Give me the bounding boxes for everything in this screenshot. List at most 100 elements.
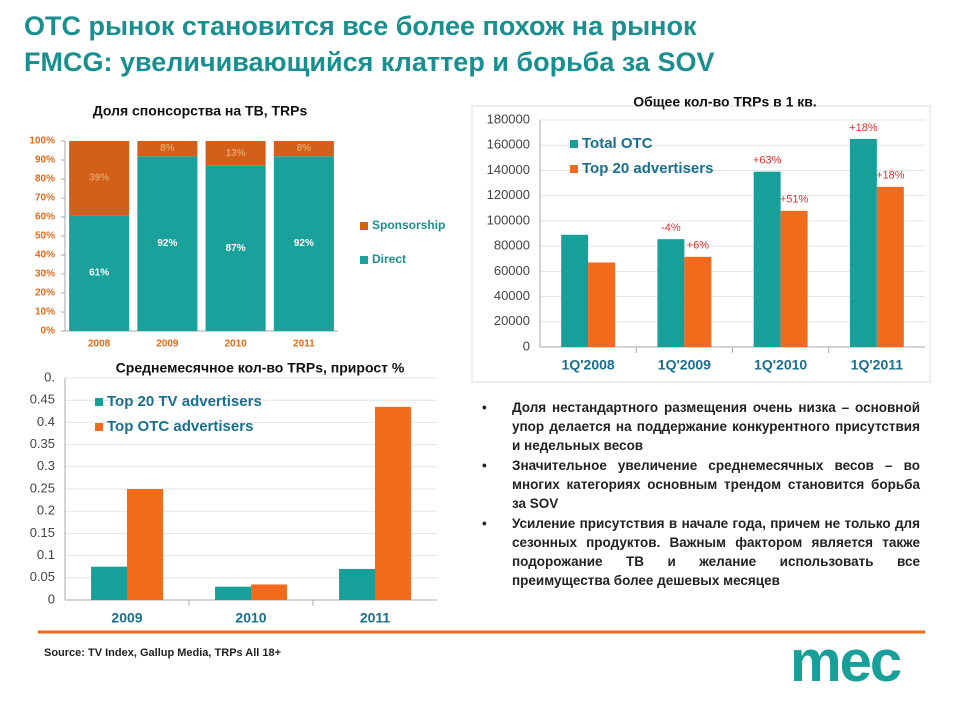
legend-swatch	[95, 398, 103, 406]
slide-title: ОТС рынок становится все более похож на …	[24, 8, 714, 80]
bar	[876, 186, 904, 347]
growth-label: +18%	[849, 122, 878, 134]
chart-title: Доля спонсорства на ТВ, TRPs	[93, 103, 308, 119]
legend-swatch	[570, 165, 578, 173]
bar-segment	[137, 141, 198, 157]
y-tick-label: 30%	[35, 269, 55, 280]
y-tick-label: 20%	[35, 288, 55, 299]
legend-label: Sponsorship	[372, 218, 445, 232]
growth-label: +51%	[780, 194, 809, 206]
y-tick-label: 0.35	[30, 436, 55, 451]
title-line: ОТС рынок становится все более похож на …	[24, 11, 697, 41]
bar	[753, 171, 781, 347]
y-tick-label: 10%	[35, 307, 55, 318]
y-tick-label: 60000	[494, 263, 530, 278]
growth-label: +63%	[753, 155, 782, 167]
data-label: 13%	[226, 148, 246, 159]
y-tick-label: 0.45	[30, 392, 55, 407]
y-tick-label: 0.15	[30, 525, 55, 540]
y-tick-label: 60%	[35, 212, 55, 223]
legend-swatch	[95, 423, 103, 431]
data-label: 8%	[297, 143, 312, 154]
y-tick-label: 120000	[487, 187, 530, 202]
x-tick-label: 1Q'2008	[562, 357, 615, 373]
source: Source: TV Index, Gallup Media, TRPs All…	[44, 647, 282, 659]
data-label: 61%	[89, 268, 109, 279]
bullet: Доля нестандартного размещения очень низ…	[480, 398, 920, 455]
y-tick-label: 180000	[487, 111, 530, 126]
x-tick-label: 1Q'2010	[754, 357, 807, 373]
bar	[127, 489, 163, 600]
chart-title: Общее кол-во TRPs в 1 кв.	[633, 94, 817, 110]
legend-label: Direct	[372, 252, 406, 266]
bar	[561, 234, 589, 347]
y-tick-label: 70%	[35, 193, 55, 204]
x-tick-label: 2011	[360, 610, 391, 626]
y-tick-label: 0.4	[37, 414, 55, 429]
y-tick-label: 0.05	[30, 569, 55, 584]
growth-label: -4%	[661, 222, 681, 234]
data-label: 39%	[89, 173, 109, 184]
y-tick-label: 0	[48, 591, 55, 606]
bar-segment	[205, 141, 266, 166]
y-tick-label: 0.	[44, 369, 55, 384]
data-label: 92%	[294, 238, 314, 249]
y-tick-label: 0	[523, 338, 530, 353]
bar	[849, 138, 877, 347]
bar	[339, 568, 375, 600]
y-tick-label: 100%	[29, 136, 55, 147]
bar	[684, 256, 712, 347]
y-tick-label: 0.3	[37, 458, 55, 473]
x-tick-label: 1Q'2009	[658, 357, 711, 373]
chart-title: Среднемесячное кол-во TRPs, прирост %	[116, 360, 405, 376]
bar-segment	[69, 215, 130, 331]
chart-frame	[471, 105, 931, 383]
y-tick-label: 80%	[35, 174, 55, 185]
y-tick-label: 0.2	[37, 503, 55, 518]
bullet-list: Доля нестандартного размещения очень низ…	[480, 398, 920, 591]
bar-segment	[273, 141, 334, 157]
bar	[251, 584, 287, 600]
legend-swatch	[360, 256, 368, 264]
x-tick-label: 2009	[111, 610, 142, 626]
data-label: 92%	[157, 238, 177, 249]
y-tick-label: 100000	[487, 212, 530, 227]
growth-label: +6%	[687, 240, 710, 252]
x-tick-label: 2010	[235, 610, 266, 626]
bar	[780, 210, 808, 347]
bullet: Усиление присутствия в начале года, прич…	[480, 514, 920, 590]
bar	[91, 566, 127, 600]
y-tick-label: 80000	[494, 238, 530, 253]
x-tick-label: 1Q'2011	[851, 357, 904, 373]
y-tick-label: 0%	[41, 326, 56, 337]
legend-label: Top OTC advertisers	[107, 418, 253, 435]
y-tick-label: 0.1	[37, 547, 55, 562]
x-tick-label: 2010	[225, 339, 248, 350]
y-tick-label: 50%	[35, 231, 55, 242]
x-tick-label: 2009	[156, 339, 179, 350]
y-tick-label: 160000	[487, 137, 530, 152]
bar-segment	[69, 141, 130, 216]
bar	[588, 262, 616, 347]
title-line: FMCG: увеличивающийся клаттер и борьба з…	[24, 47, 715, 77]
bar-segment	[137, 156, 198, 331]
y-tick-label: 40000	[494, 288, 530, 303]
bar	[215, 586, 251, 600]
bullet: Значительное увеличение среднемесячных в…	[480, 456, 920, 513]
legend-label: Top 20 advertisers	[582, 160, 713, 177]
logo: mec	[790, 629, 902, 694]
bar	[375, 406, 411, 600]
x-tick-label: 2011	[293, 339, 315, 350]
legend-label: Total OTC	[582, 135, 653, 152]
legend-label: Top 20 TV advertisers	[107, 393, 262, 410]
growth-label: +18%	[876, 170, 905, 182]
bar	[657, 239, 685, 347]
y-tick-label: 40%	[35, 250, 55, 261]
y-tick-label: 140000	[487, 162, 530, 177]
data-label: 87%	[226, 243, 246, 254]
y-tick-label: 90%	[35, 155, 55, 166]
bar-segment	[205, 165, 266, 331]
legend-swatch	[360, 222, 368, 230]
